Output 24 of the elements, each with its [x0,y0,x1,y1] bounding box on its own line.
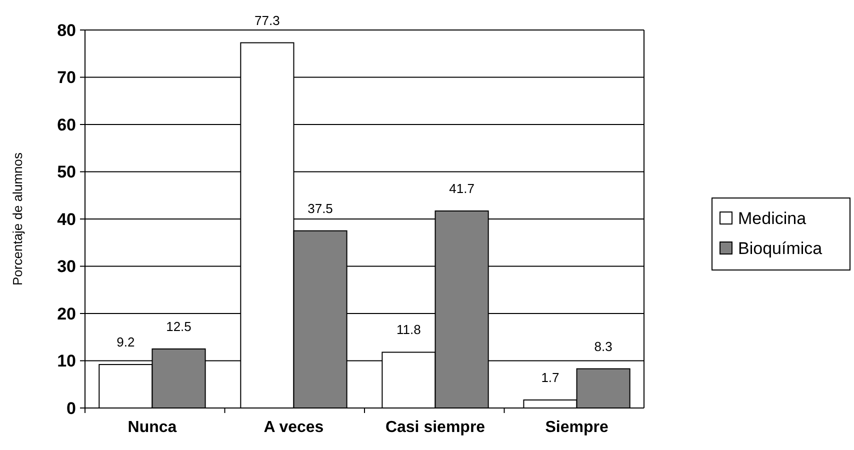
x-tick-label: Nunca [128,419,177,436]
data-label: 12.5 [166,318,192,334]
y-tick-label: 80 [57,20,76,40]
data-label: 77.3 [254,12,280,28]
data-label: 9.2 [116,334,135,350]
data-label: 1.7 [541,370,560,385]
y-tick-label: 20 [57,304,76,324]
y-tick-label: 0 [66,398,76,418]
y-axis-title: Porcentaje de alumnos [10,152,25,286]
x-tick-label: A veces [264,419,324,436]
data-label: 41.7 [449,180,474,196]
y-tick-label: 30 [57,257,76,276]
x-tick-label: Casi siempre [385,419,486,436]
legend-label: Bioquímica [738,238,823,258]
y-tick-label: 40 [57,210,76,229]
x-tick-label: Siempre [545,419,608,436]
y-tick-label: 10 [57,352,76,371]
y-tick-label: 60 [57,115,76,134]
data-label: 8.3 [594,338,612,354]
legend-label: Medicina [738,208,807,228]
data-label: 37.5 [308,200,333,216]
y-tick-label: 70 [57,68,76,88]
data-label: 11.8 [396,322,421,338]
y-tick-label: 50 [57,162,76,182]
